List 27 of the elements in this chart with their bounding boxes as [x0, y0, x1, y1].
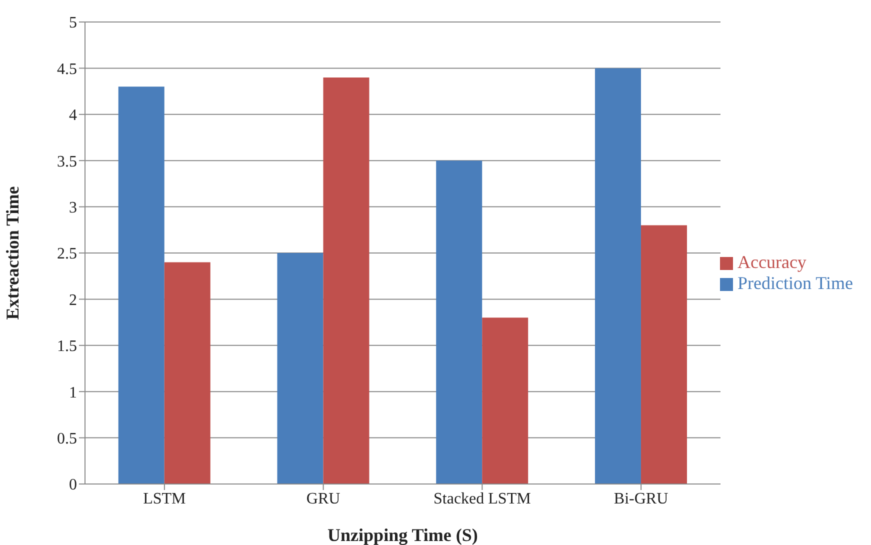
- bar: [640, 225, 687, 484]
- x-tick-label: Stacked LSTM: [434, 490, 531, 508]
- y-tick-label: 4.5: [57, 60, 77, 78]
- y-tick-label: 0.5: [57, 430, 77, 448]
- bar: [436, 160, 482, 484]
- x-tick-label: Bi-GRU: [614, 490, 669, 508]
- bar: [482, 318, 528, 484]
- bar: [323, 77, 370, 484]
- bar: [594, 68, 641, 484]
- x-axis-title: Unzipping Time (S): [328, 525, 478, 545]
- y-tick-label: 5: [69, 14, 77, 32]
- y-tick-label: 3: [69, 199, 77, 216]
- bar: [164, 262, 210, 484]
- legend-label: Prediction Time: [737, 272, 853, 292]
- y-tick-label: 0: [69, 476, 77, 494]
- x-tick-label: LSTM: [143, 490, 186, 508]
- legend-label: Accuracy: [737, 252, 806, 272]
- y-axis-title: Extreaction Time: [2, 186, 22, 320]
- y-tick-label: 4: [69, 107, 77, 124]
- y-tick-label: 2: [69, 292, 77, 309]
- bar: [277, 253, 324, 484]
- x-tick-label: GRU: [306, 490, 341, 508]
- y-tick-label: 1: [69, 384, 77, 402]
- y-tick-label: 3.5: [57, 153, 77, 170]
- y-tick-label: 1.5: [57, 338, 77, 356]
- y-tick-label: 2.5: [57, 246, 77, 263]
- bar: [118, 86, 164, 484]
